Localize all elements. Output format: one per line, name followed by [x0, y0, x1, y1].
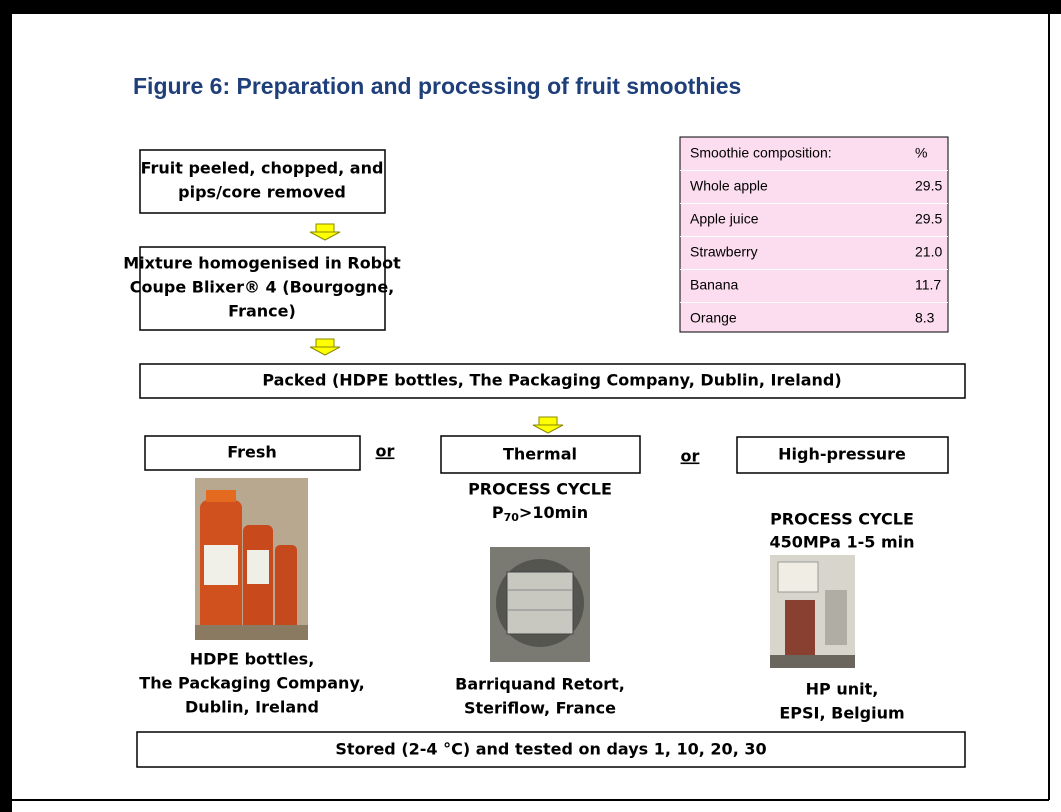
table-cell: 29.5 — [915, 178, 942, 194]
option-label: Thermal — [503, 445, 577, 464]
bottles-photo — [195, 478, 308, 640]
or-label: or — [681, 447, 700, 466]
step-text: Mixture homogenised in Robot — [123, 254, 401, 273]
table-cell: Whole apple — [690, 178, 768, 194]
table-cell: Apple juice — [690, 211, 759, 227]
table-cell: 29.5 — [915, 211, 942, 227]
table-cell: 11.7 — [915, 277, 941, 293]
frame-top — [0, 0, 1061, 14]
step-text: Fruit peeled, chopped, and — [141, 159, 384, 178]
arrow — [533, 417, 563, 433]
table-header: % — [915, 145, 927, 161]
arrow — [310, 224, 340, 240]
process-cycle: PROCESS CYCLE — [468, 480, 612, 499]
caption: EPSI, Belgium — [779, 704, 904, 723]
caption: HDPE bottles, — [190, 650, 315, 669]
formula-part: >10min — [519, 503, 588, 522]
table-cell: Banana — [690, 277, 738, 293]
step-text: Coupe Blixer® 4 (Bourgogne, — [130, 278, 395, 297]
option-label: High-pressure — [778, 445, 906, 464]
hp-unit-photo — [770, 555, 855, 668]
caption: Barriquand Retort, — [455, 675, 625, 694]
caption: The Packaging Company, — [139, 674, 364, 693]
process-cycle: 450MPa 1-5 min — [769, 533, 914, 552]
option-label: Fresh — [227, 443, 277, 462]
table-cell: 21.0 — [915, 244, 942, 260]
table-cell: Strawberry — [690, 244, 758, 260]
table-cell: 8.3 — [915, 310, 935, 326]
formula-part: 70 — [504, 511, 520, 524]
step-text: France) — [228, 302, 296, 321]
table-header: Smoothie composition: — [690, 145, 832, 161]
or-label: or — [376, 442, 395, 461]
caption: Dublin, Ireland — [185, 698, 319, 717]
step-text: Packed (HDPE bottles, The Packaging Comp… — [262, 371, 841, 390]
table-cell: Orange — [690, 310, 737, 326]
process-cycle: PROCESS CYCLE — [770, 510, 914, 529]
caption: Steriflow, France — [464, 699, 616, 718]
step-text: pips/core removed — [178, 183, 346, 202]
slide: Figure 6: Preparation and processing of … — [0, 0, 1061, 812]
title: Figure 6: Preparation and processing of … — [133, 73, 741, 99]
arrow — [310, 339, 340, 355]
retort-photo — [490, 547, 590, 662]
formula-part: P — [492, 503, 504, 522]
process-formula: P70>10min — [492, 503, 588, 525]
final-step: Stored (2-4 °C) and tested on days 1, 10… — [335, 740, 766, 759]
caption: HP unit, — [806, 680, 879, 699]
frame-left — [0, 0, 12, 812]
